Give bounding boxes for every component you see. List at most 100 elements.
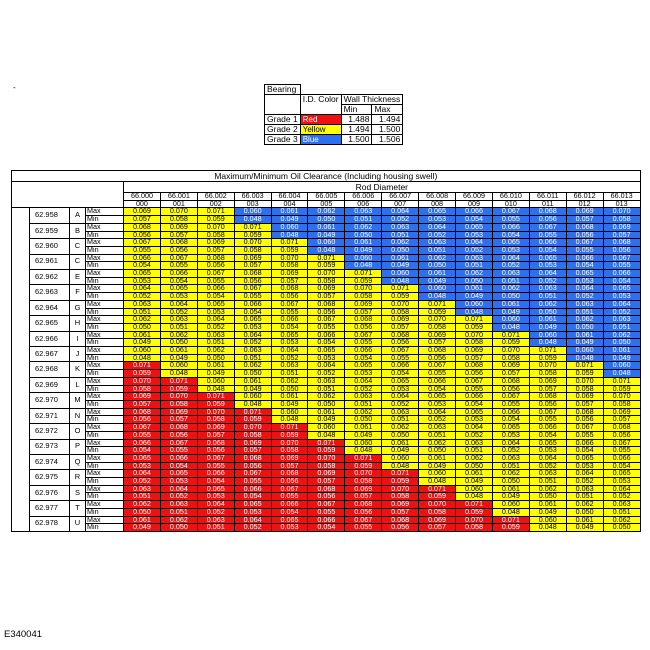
clearance-min-cell: 0.051	[528, 477, 567, 486]
clearance-min-cell: 0.058	[344, 477, 383, 486]
clearance-max-row: 62.963 F Max 0.064 0.065 0.066 0.067 0.068 0.069…	[12, 284, 641, 301]
clearance-max-cell: 0.071	[418, 484, 457, 494]
clearance-max-cell: 0.060	[307, 423, 346, 432]
clearance-max-row: 62.967 J Max 0.060 0.061 0.062 0.063 0.064 0.065…	[12, 346, 641, 363]
clearance-min-cell: 0.057	[565, 215, 604, 224]
clearance-min-cell: 0.050	[270, 384, 309, 394]
clearance-min-row: Min 0.057 0.058 0.059 0.048 0.049 0.050 0.051 0.…	[12, 400, 641, 409]
clearance-min-cell: 0.058	[307, 461, 346, 471]
clearance-min-cell: 0.048	[381, 276, 420, 286]
clearance-max-cell: 0.062	[528, 484, 567, 494]
clearance-min-cell: 0.049	[565, 338, 604, 348]
clearance-max-cell: 0.065	[381, 376, 420, 386]
clearance-min-cell: 0.057	[159, 230, 198, 240]
clearance-min-cell: 0.048	[123, 353, 161, 363]
clearance-max-cell: 0.066	[418, 376, 457, 386]
clearance-max-cell: 0.062	[381, 238, 420, 247]
shaft-grade-letter: B	[69, 222, 86, 240]
clearance-min-cell: 0.051	[196, 523, 235, 532]
min-label: Min	[85, 492, 124, 502]
clearance-max-cell: 0.069	[344, 299, 383, 309]
clearance-min-cell: 0.057	[381, 507, 420, 517]
clearance-min-cell: 0.048	[381, 461, 420, 471]
clearance-max-cell: 0.065	[455, 222, 493, 232]
min-label: Min	[85, 261, 124, 271]
clearance-max-cell: 0.066	[491, 222, 530, 232]
max-label: Max	[85, 222, 124, 232]
clearance-max-row: Shaft Diameter62.958AMax0.0690.0700.0710…	[11, 207, 641, 532]
clearance-min-cell: 0.054	[565, 446, 604, 455]
clearance-min-cell: 0.058	[196, 230, 235, 240]
rod-diameter-code: 001	[159, 199, 198, 209]
shaft-diameter-value: 62.959	[29, 222, 70, 240]
clearance-max-cell: 0.066	[159, 453, 198, 463]
clearance-max-cell: 0.068	[270, 469, 309, 478]
rod-diameter-code: 013	[602, 199, 641, 209]
clearance-max-cell: 0.070	[565, 376, 604, 386]
clearance-max-cell: 0.067	[528, 222, 567, 232]
clearance-max-cell: 0.067	[159, 253, 198, 263]
clearance-max-cell: 0.067	[565, 423, 604, 432]
shaft-diameter-value: 62.964	[29, 299, 70, 317]
clearance-max-cell: 0.064	[418, 407, 457, 417]
shaft-diameter-value: 62.975	[29, 469, 70, 486]
rod-diameter-value: 66.005	[307, 192, 346, 201]
clearance-min-cell: 0.049	[307, 230, 346, 240]
rod-diameter-code: 002	[196, 199, 235, 209]
clearance-max-cell: 0.062	[307, 392, 346, 401]
clearance-min-row: Min 0.059 0.048 0.049 0.050 0.051 0.052 0.053 0.…	[12, 369, 641, 378]
clearance-max-row: 62.966 I Max 0.061 0.062 0.063 0.064 0.065 0.066…	[12, 330, 641, 348]
clearance-min-cell: 0.053	[565, 276, 604, 286]
clearance-min-cell: 0.054	[196, 477, 235, 486]
shaft-diameter-value: 62.966	[29, 330, 70, 348]
clearance-max-cell: 0.066	[565, 438, 604, 448]
min-label: Min	[85, 215, 124, 224]
clearance-max-cell: 0.067	[565, 238, 604, 247]
clearance-min-cell: 0.059	[491, 338, 530, 348]
clearance-min-cell: 0.049	[528, 322, 567, 332]
clearance-max-cell: 0.064	[344, 376, 383, 386]
clearance-max-cell: 0.063	[196, 515, 235, 525]
clearance-min-cell: 0.058	[270, 446, 309, 455]
clearance-min-cell: 0.057	[307, 477, 346, 486]
clearance-max-cell: 0.069	[381, 315, 420, 324]
shaft-grade-letter: E	[69, 269, 86, 286]
clearance-max-cell: 0.063	[528, 284, 567, 294]
clearance-max-cell: 0.063	[344, 207, 383, 217]
clearance-min-cell: 0.057	[233, 261, 272, 271]
shaft-grade-letter: M	[69, 392, 86, 409]
clearance-min-cell: 0.052	[602, 307, 641, 317]
clearance-max-cell: 0.070	[123, 376, 161, 386]
clearance-max-cell: 0.063	[418, 423, 457, 432]
clearance-min-cell: 0.058	[455, 523, 493, 532]
min-label: Min	[85, 307, 124, 317]
clearance-min-cell: 0.055	[270, 492, 309, 502]
min-label: Min	[85, 369, 124, 378]
clearance-max-cell: 0.070	[455, 515, 493, 525]
clearance-max-cell: 0.062	[491, 284, 530, 294]
clearance-min-cell: 0.055	[344, 338, 383, 348]
clearance-min-cell: 0.057	[491, 369, 530, 378]
clearance-max-cell: 0.069	[602, 407, 641, 417]
clearance-min-cell: 0.058	[602, 215, 641, 224]
clearance-max-cell: 0.068	[196, 253, 235, 263]
clearance-max-cell: 0.060	[455, 484, 493, 494]
clearance-max-cell: 0.063	[455, 438, 493, 448]
clearance-max-cell: 0.069	[123, 392, 161, 401]
clearance-min-cell: 0.053	[455, 230, 493, 240]
clearance-max-cell: 0.070	[307, 453, 346, 463]
clearance-min-cell: 0.052	[159, 307, 198, 317]
clearance-min-cell: 0.052	[307, 369, 346, 378]
clearance-max-cell: 0.069	[455, 346, 493, 355]
max-label: Max	[85, 438, 124, 448]
rod-diameter-value: 66.003	[233, 192, 272, 201]
shaft-grade-letter: F	[69, 284, 86, 301]
clearance-max-cell: 0.067	[344, 515, 383, 525]
clearance-min-cell: 0.049	[602, 353, 641, 363]
clearance-max-cell: 0.061	[196, 361, 235, 371]
clearance-max-cell: 0.070	[270, 438, 309, 448]
clearance-min-cell: 0.054	[602, 461, 641, 471]
shaft-grade-letter: H	[69, 315, 86, 332]
clearance-min-cell: 0.059	[418, 307, 457, 317]
clearance-max-cell: 0.066	[565, 253, 604, 263]
